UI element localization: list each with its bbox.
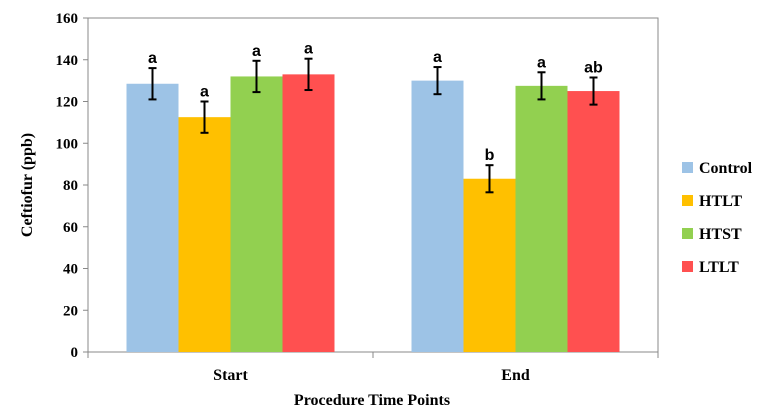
y-axis: 0 20 40 60 80 100 120 140 160 — [56, 11, 88, 361]
y-axis-title: Ceftiofur (ppb) — [19, 133, 36, 237]
significance-label: a — [148, 50, 157, 67]
y-tick-label: 60 — [63, 220, 78, 236]
x-tick-label: Start — [213, 367, 248, 384]
bars: aaa a aba ab — [126, 41, 620, 353]
y-tick-label: 140 — [56, 53, 79, 69]
y-tick-label: 120 — [56, 95, 79, 111]
legend-label-ltlt: LTLT — [699, 259, 739, 276]
y-tick-label: 40 — [63, 262, 78, 278]
y-tick-label: 160 — [56, 11, 79, 27]
legend-swatch-htlt — [682, 195, 693, 206]
bar-htlt-end — [463, 178, 516, 352]
legend-swatch-htst — [682, 228, 693, 239]
y-tick-label: 20 — [63, 303, 78, 319]
legend-label-htlt: HTLT — [699, 193, 742, 210]
significance-label: a — [433, 49, 442, 66]
y-tick-label: 80 — [63, 178, 78, 194]
significance-label: a — [200, 84, 209, 101]
bar-htst-end — [515, 85, 568, 352]
bar-control-end — [411, 80, 464, 352]
x-tick-label: End — [501, 367, 530, 384]
significance-label: a — [537, 54, 546, 71]
x-axis-title: Procedure Time Points — [294, 392, 450, 409]
x-axis: Start End — [87, 352, 659, 384]
bar-htlt-start — [178, 117, 231, 352]
bar-ltlt-end — [567, 91, 620, 352]
legend-swatch-ltlt — [682, 261, 693, 272]
y-tick-label: 0 — [71, 345, 79, 361]
significance-label: a — [252, 43, 261, 60]
bar-htst-start — [230, 76, 283, 352]
legend-label-htst: HTST — [699, 226, 742, 243]
y-tick-label: 100 — [56, 136, 79, 152]
significance-label: ab — [584, 59, 603, 76]
significance-label: a — [304, 41, 313, 58]
bar-control-start — [126, 83, 179, 352]
significance-label: b — [485, 147, 495, 164]
legend: Control HTLT HTST LTLT — [682, 160, 753, 276]
legend-swatch-control — [682, 162, 693, 173]
bar-ltlt-start — [282, 74, 335, 353]
legend-label-control: Control — [699, 160, 753, 177]
